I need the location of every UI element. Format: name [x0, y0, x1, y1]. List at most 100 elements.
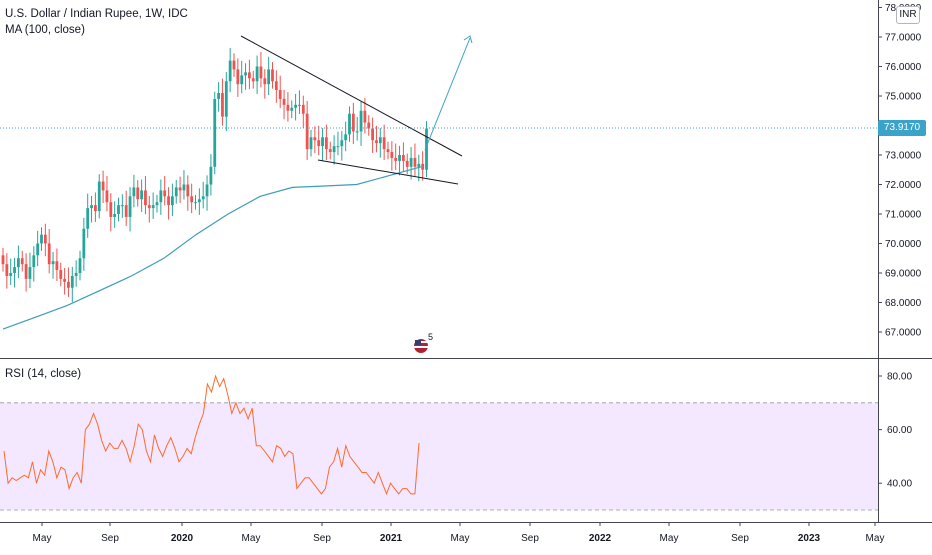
candle-body — [47, 243, 51, 265]
candle-body — [32, 255, 36, 268]
candle-body — [43, 234, 47, 244]
candle-body — [190, 196, 194, 203]
candle-body — [271, 69, 274, 82]
events-flag[interactable]: 5 — [412, 332, 434, 354]
x-tick-label: 2022 — [589, 533, 612, 544]
x-tick-label: 2021 — [380, 533, 403, 544]
candle-body — [251, 78, 255, 82]
candle-body — [17, 258, 20, 268]
rsi-indicator-label[interactable]: RSI (14, close) — [5, 368, 82, 380]
y-tick-label: 77.0000 — [885, 33, 922, 44]
candle-body — [413, 157, 417, 167]
candle-body — [367, 122, 371, 129]
x-tick-label: Sep — [731, 533, 749, 544]
candle-body — [363, 110, 367, 123]
candle-body — [74, 273, 78, 276]
candle-body — [109, 202, 113, 217]
candle-body — [328, 149, 332, 153]
rsi-tick-label: 60.00 — [887, 425, 912, 436]
ma-indicator-label[interactable]: MA (100, close) — [5, 24, 85, 36]
candle-body — [398, 155, 401, 161]
wedge-lower-trendline — [317, 159, 459, 185]
candle-body — [67, 281, 70, 288]
candle-body — [5, 264, 9, 276]
candle-body — [70, 275, 74, 288]
candle-body — [120, 205, 124, 207]
candle-body — [82, 228, 86, 259]
candle-body — [313, 137, 317, 141]
candle-body — [9, 273, 13, 276]
candle-body — [97, 181, 101, 212]
candle-body — [94, 205, 97, 212]
x-tick-label: May — [660, 533, 679, 544]
candle-body — [359, 110, 363, 132]
candle-body — [402, 155, 405, 161]
x-tick-label: May — [451, 533, 470, 544]
candle-body — [351, 113, 355, 132]
candle-body — [63, 278, 66, 282]
candle-body — [13, 267, 16, 273]
candle-body — [40, 234, 43, 244]
candle-body — [378, 137, 382, 144]
x-tick-label: Sep — [313, 533, 331, 544]
candle-body — [417, 163, 421, 167]
candle-body — [167, 196, 170, 206]
candle-body — [20, 258, 24, 265]
candle-body — [263, 78, 267, 85]
candle-body — [309, 137, 313, 150]
candle-body — [371, 128, 374, 141]
candle-body — [140, 190, 143, 200]
candle-body — [382, 137, 386, 150]
wedge-upper-trendline — [240, 35, 463, 157]
candle-body — [340, 140, 344, 147]
candle-body — [105, 190, 109, 203]
candle-body — [182, 184, 186, 191]
chart-title: U.S. Dollar / Indian Rupee, 1W, IDC — [5, 8, 188, 20]
candle-body — [117, 205, 120, 214]
candle-body — [159, 190, 163, 203]
y-tick-label: 69.0000 — [885, 269, 922, 280]
rsi-line — [3, 374, 420, 496]
candle-body — [236, 69, 240, 85]
candle-body — [213, 98, 217, 167]
candle-body — [274, 81, 278, 91]
candle-body — [228, 60, 232, 82]
candle-body — [224, 81, 228, 117]
y-tick-label: 75.0000 — [885, 92, 922, 103]
rsi-tick-label: 80.00 — [887, 372, 912, 383]
candle-body — [317, 140, 321, 147]
candle-body — [332, 146, 336, 153]
candle-body — [348, 113, 351, 135]
candle-body — [394, 157, 398, 161]
y-tick-label: 73.0000 — [885, 151, 922, 162]
candle-body — [344, 134, 348, 141]
candle-body — [232, 60, 236, 70]
candle-body — [286, 104, 290, 111]
y-tick-label: 71.0000 — [885, 210, 922, 221]
candle-body — [217, 93, 220, 99]
candle-body — [144, 190, 147, 206]
candle-body — [90, 205, 93, 209]
candle-body — [132, 187, 136, 197]
candle-body — [128, 196, 132, 217]
candle-body — [163, 190, 167, 197]
candle-body — [136, 187, 140, 200]
currency-badge[interactable]: INR — [896, 6, 920, 24]
candle-body — [255, 66, 259, 82]
candle-body — [336, 146, 340, 148]
x-tick-label: May — [33, 533, 52, 544]
x-tick-label: 2020 — [171, 533, 194, 544]
candle-body — [24, 264, 28, 279]
candle-body — [201, 196, 205, 200]
y-tick-label: 76.0000 — [885, 62, 922, 73]
y-tick-label: 68.0000 — [885, 298, 922, 309]
candle-body — [301, 104, 305, 114]
candle-body — [267, 69, 271, 85]
candle-body — [55, 261, 59, 271]
candle-body — [386, 149, 390, 153]
x-tick-label: May — [866, 533, 885, 544]
candle-body — [78, 258, 82, 273]
candle-body — [51, 261, 55, 265]
